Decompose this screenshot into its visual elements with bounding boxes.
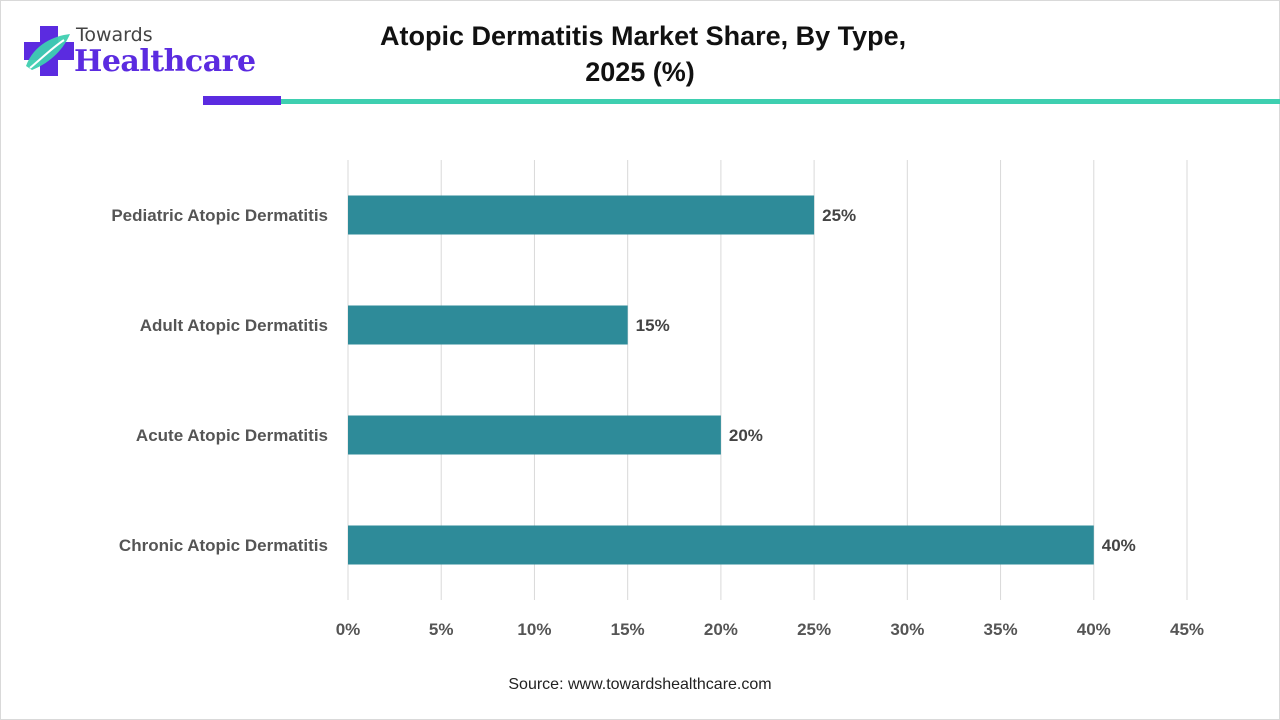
source-note: Source: www.towardshealthcare.com [508,676,772,693]
medical-cross-leaf-icon [24,26,74,76]
bar [348,525,1094,565]
data-label: 40% [1102,536,1136,555]
chart-title-line2: 2025 (%) [585,57,695,87]
brand-name-top: Towards [76,24,153,46]
header-accent-teal [281,99,1280,104]
bar [348,305,628,345]
brand-logo: Towards Healthcare [20,18,260,88]
bar [348,195,815,235]
data-label: 25% [822,206,856,225]
x-tick-label: 25% [797,620,831,639]
x-tick-label: 35% [984,620,1018,639]
x-tick-label: 20% [704,620,738,639]
x-tick-label: 15% [611,620,645,639]
category-label: Pediatric Atopic Dermatitis [111,206,328,225]
category-label: Acute Atopic Dermatitis [136,426,328,445]
category-label: Adult Atopic Dermatitis [140,316,328,335]
header-accent-purple [203,96,281,105]
category-label: Chronic Atopic Dermatitis [119,536,328,555]
x-tick-label: 5% [429,620,454,639]
data-label: 20% [729,426,763,445]
data-label: 15% [636,316,670,335]
x-tick-label: 30% [890,620,924,639]
bar [348,415,721,455]
x-tick-label: 10% [517,620,551,639]
brand-name-bottom: Healthcare [74,44,256,79]
chart-title: Atopic Dermatitis Market Share, By Type,… [380,18,907,90]
x-tick-label: 40% [1077,620,1111,639]
chart-title-line1: Atopic Dermatitis Market Share, By Type, [380,21,907,51]
x-tick-label: 0% [336,620,361,639]
x-tick-label: 45% [1170,620,1204,639]
